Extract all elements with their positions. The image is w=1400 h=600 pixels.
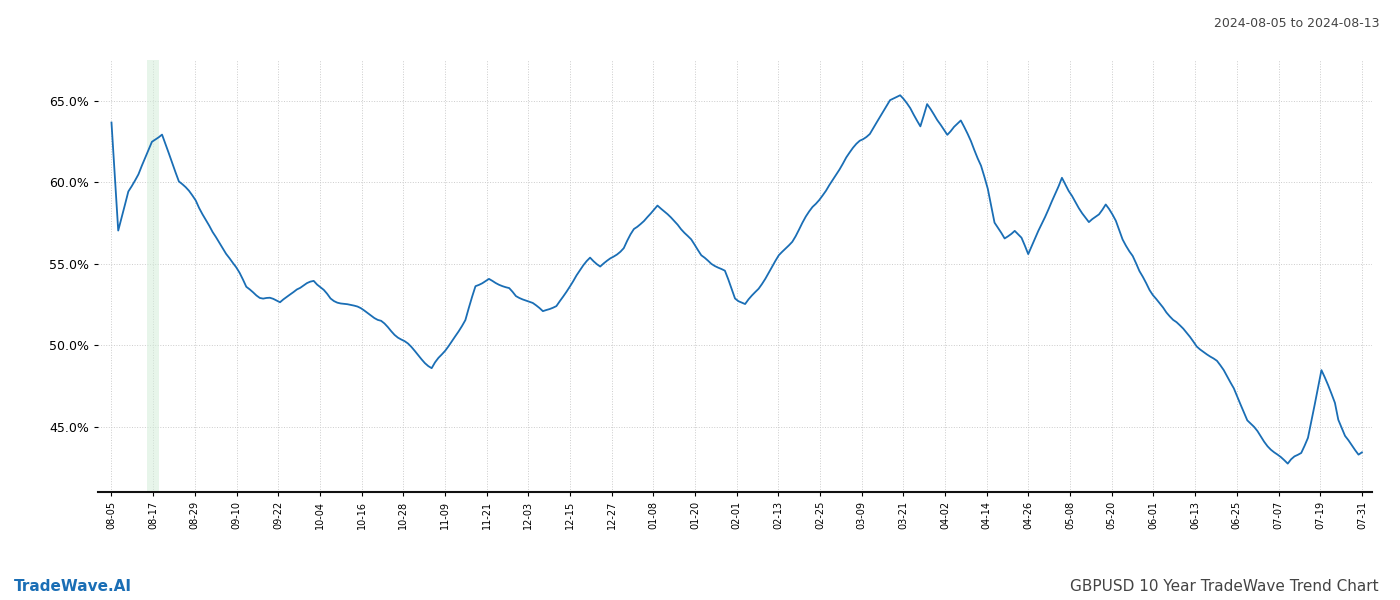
Text: 2024-08-05 to 2024-08-13: 2024-08-05 to 2024-08-13 [1214,17,1379,30]
Text: GBPUSD 10 Year TradeWave Trend Chart: GBPUSD 10 Year TradeWave Trend Chart [1071,579,1379,594]
Bar [147,60,160,492]
Text: TradeWave.AI: TradeWave.AI [14,579,132,594]
